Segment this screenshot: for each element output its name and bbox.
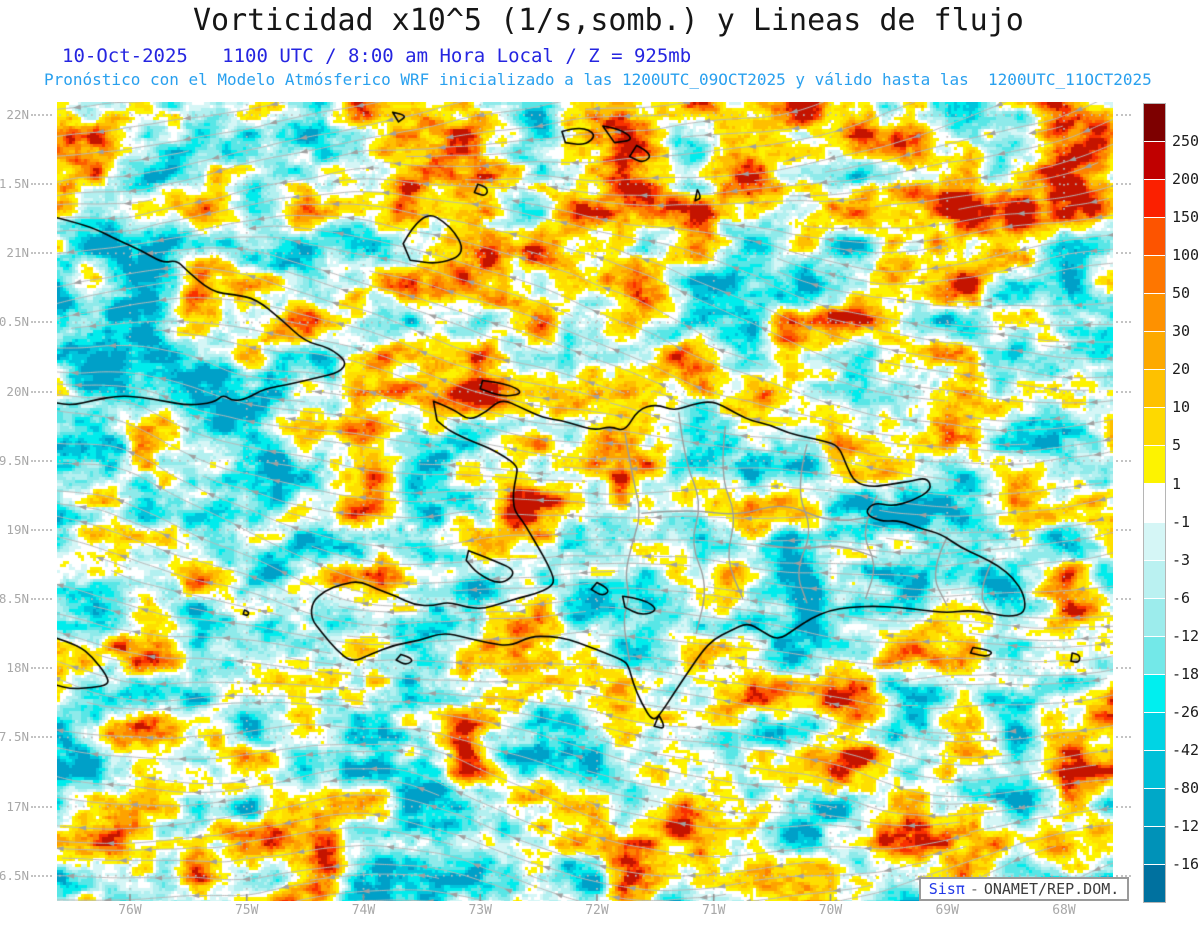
colorbar-tick-label: 150	[1172, 208, 1200, 227]
colorbar-tick-label: -42	[1172, 740, 1200, 759]
lat-tick-leader	[1116, 114, 1131, 116]
lat-tick-leader	[1116, 390, 1131, 393]
colorbar-segment	[1144, 711, 1165, 750]
lon-tick-label: 76W	[118, 903, 142, 918]
colorbar-segment	[1144, 217, 1165, 256]
lat-tick-label: 20N	[6, 383, 29, 399]
lon-tick-label: 74W	[351, 903, 376, 918]
lat-tick-leader	[31, 874, 52, 877]
colorbar-tick-label: 5	[1172, 436, 1182, 455]
lat-tick-leader	[1116, 736, 1131, 739]
lat-tick-leader	[1116, 459, 1131, 462]
colorbar-segment	[1144, 255, 1165, 294]
colorbar-tick-label: -18	[1172, 664, 1200, 683]
lon-tick-label: 71W	[701, 903, 726, 918]
lat-tick-leader	[31, 114, 52, 116]
colorbar-segment	[1144, 141, 1165, 180]
lat-tick-leader	[31, 321, 52, 324]
valid-time-line: 10-Oct-2025 1100 UTC / 8:00 am Hora Loca…	[62, 45, 692, 67]
colorbar-tick-label: -26	[1172, 702, 1200, 721]
vorticity-streamline-map-canvas	[57, 102, 1113, 901]
vorticity-colorbar	[1143, 103, 1166, 903]
colorbar-segment	[1144, 787, 1165, 826]
lat-tick-leader	[1116, 667, 1131, 670]
colorbar-segment	[1144, 673, 1165, 712]
lat-tick-leader	[31, 459, 52, 462]
lon-tick-label: 70W	[818, 903, 843, 918]
colorbar-tick-label: 1	[1172, 474, 1182, 493]
lat-tick-leader	[1116, 805, 1131, 808]
lat-tick-leader	[31, 390, 52, 393]
colorbar-segment	[1144, 635, 1165, 674]
colorbar-segment	[1144, 749, 1165, 788]
colorbar-segment	[1144, 331, 1165, 370]
lat-tick-leader	[31, 736, 52, 739]
lat-tick-label: 9.5N	[0, 452, 29, 468]
lat-tick-leader	[31, 805, 52, 808]
colorbar-tick-label: -3	[1172, 550, 1191, 569]
lat-tick-leader	[1116, 874, 1131, 877]
colorbar-segment	[1144, 483, 1165, 522]
lon-tick-label: 68W	[1052, 903, 1076, 918]
colorbar-tick-label: -6	[1172, 588, 1191, 607]
colorbar-tick-label: 250	[1172, 132, 1200, 151]
lon-tick-label: 75W	[234, 903, 259, 918]
colorbar-segment	[1144, 521, 1165, 560]
attribution-separator: -	[969, 880, 979, 898]
colorbar-tick-label: 10	[1172, 398, 1191, 417]
sispi-brand-text: Sisπ	[928, 880, 965, 898]
colorbar-segment	[1144, 407, 1165, 446]
lat-tick-leader	[31, 528, 52, 531]
lon-tick-label: 69W	[935, 903, 959, 918]
colorbar-tick-label: -80	[1172, 778, 1200, 797]
colorbar-tick-label: 200	[1172, 170, 1200, 189]
lat-tick-leader	[31, 598, 52, 601]
onamet-credit-text: ONAMET/REP.DOM.	[983, 880, 1120, 898]
lat-tick-label: 21N	[6, 245, 29, 261]
colorbar-segment	[1144, 559, 1165, 598]
colorbar-segment	[1144, 445, 1165, 484]
colorbar-tick-label: 20	[1172, 360, 1191, 379]
colorbar-tick-label: 100	[1172, 246, 1200, 265]
lat-tick-label: 22N	[6, 107, 29, 122]
colorbar-tick-label: -160	[1172, 855, 1200, 873]
colorbar-segment	[1144, 293, 1165, 332]
page-title: Vorticidad x10^5 (1/s,somb.) y Lineas de…	[193, 3, 1024, 38]
colorbar-tick-label: -1	[1172, 512, 1191, 531]
attribution-box: Sisπ - ONAMET/REP.DOM.	[919, 877, 1129, 901]
lon-tick-label: 72W	[585, 903, 609, 918]
lat-tick-label: 18N	[6, 660, 29, 676]
lon-tick-label: 73W	[468, 903, 492, 918]
lat-tick-leader	[31, 667, 52, 670]
lat-tick-label: 19N	[6, 521, 29, 537]
colorbar-segment	[1144, 179, 1165, 218]
lat-tick-leader	[1116, 598, 1131, 601]
colorbar-tick-label: -120	[1172, 816, 1200, 835]
lat-tick-label: 7.5N	[0, 729, 29, 745]
lat-tick-leader	[1116, 252, 1131, 255]
colorbar-tick-label: -12	[1172, 626, 1200, 645]
lat-tick-label: 1.5N	[0, 176, 29, 192]
lat-tick-leader	[1116, 321, 1131, 324]
lat-tick-leader	[1116, 528, 1131, 531]
colorbar-tick-label: 50	[1172, 284, 1191, 303]
forecast-init-line: Pronóstico con el Modelo Atmósferico WRF…	[44, 70, 1152, 89]
colorbar-segment	[1144, 369, 1165, 408]
lat-tick-label: 6.5N	[0, 867, 29, 883]
lat-tick-label: 0.5N	[0, 314, 29, 330]
lat-tick-leader	[31, 252, 52, 255]
colorbar-segment	[1144, 863, 1165, 902]
lat-tick-leader	[31, 183, 52, 186]
lat-tick-label: 8.5N	[0, 591, 29, 607]
colorbar-segment	[1144, 104, 1165, 142]
colorbar-tick-label: 30	[1172, 322, 1191, 341]
lat-tick-leader	[1116, 183, 1131, 186]
colorbar-segment	[1144, 825, 1165, 864]
colorbar-segment	[1144, 597, 1165, 636]
lat-tick-label: 17N	[6, 798, 29, 814]
